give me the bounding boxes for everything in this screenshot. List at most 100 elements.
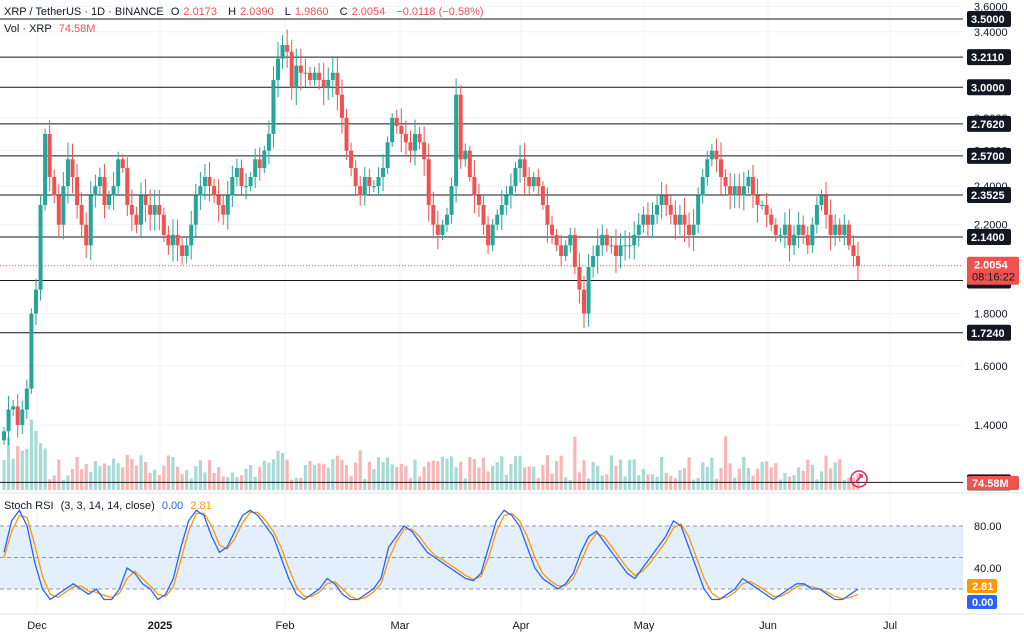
- ohlc-close: C 2.0054: [339, 6, 386, 18]
- volume-bar: [495, 462, 499, 490]
- rsi-tick-label: 40.00: [974, 563, 1002, 575]
- volume-bar: [43, 448, 47, 490]
- volume-bar: [678, 470, 682, 490]
- volume-bar: [518, 455, 522, 490]
- volume-bar: [395, 467, 399, 490]
- volume-bar: [317, 463, 321, 490]
- volume-bar: [354, 462, 358, 490]
- candle-body: [760, 205, 765, 207]
- candle-body: [161, 214, 166, 235]
- x-tick-label: Feb: [276, 620, 295, 632]
- candle-body: [641, 214, 646, 225]
- candle-body: [143, 195, 148, 206]
- volume-bar: [244, 468, 248, 490]
- candle-body: [824, 195, 829, 215]
- candle-body: [170, 234, 175, 246]
- candle-body: [157, 205, 162, 215]
- candle-body: [193, 195, 198, 225]
- candle-body: [212, 186, 217, 196]
- candle-body: [376, 177, 381, 187]
- volume-bar: [701, 462, 705, 490]
- volume-label[interactable]: Vol · XRP: [4, 23, 52, 35]
- volume-bar: [20, 450, 24, 490]
- volume-bar: [632, 459, 636, 490]
- candle-body: [56, 195, 61, 225]
- volume-bar: [404, 466, 408, 490]
- volume-bar: [417, 476, 422, 490]
- volume-bar: [349, 476, 353, 490]
- candle-body: [116, 159, 121, 187]
- candle-body: [6, 409, 11, 432]
- volume-bar: [299, 478, 303, 490]
- rocket-icon: [850, 470, 868, 488]
- rsi-k-line: [3, 509, 859, 601]
- candle-body: [289, 51, 294, 88]
- candle-body: [2, 431, 6, 441]
- volume-legend: Vol · XRP 74.58M: [4, 23, 99, 35]
- candle-body: [563, 245, 568, 257]
- candle-body: [234, 168, 239, 178]
- candle-body: [778, 234, 783, 236]
- candle-body: [184, 245, 189, 257]
- volume-bar: [207, 460, 212, 490]
- volume-bar: [591, 461, 595, 490]
- candle-body: [691, 224, 696, 235]
- candle-body: [787, 224, 792, 246]
- rsi-title[interactable]: Stoch RSI: [4, 500, 54, 512]
- candle-body: [97, 177, 102, 187]
- volume-bar: [737, 468, 741, 490]
- candle-body: [856, 256, 860, 266]
- candle-body: [650, 214, 655, 225]
- candle-body: [741, 186, 746, 196]
- candle-body: [673, 214, 678, 225]
- candle-body: [403, 133, 408, 143]
- level-price-tag: [967, 49, 1011, 66]
- symbol-title[interactable]: XRP / TetherUS · 1D · BINANCE: [4, 6, 164, 18]
- candle-body: [664, 195, 669, 206]
- candle-body: [298, 65, 303, 73]
- candle-body: [636, 224, 641, 235]
- candle-body: [655, 205, 660, 215]
- candle-body: [107, 195, 112, 206]
- volume-bar: [723, 436, 728, 490]
- candle-body: [125, 168, 130, 206]
- volume-bar: [372, 469, 376, 490]
- volume-bar: [322, 464, 326, 490]
- volume-bar: [386, 457, 390, 490]
- candle-body: [381, 168, 386, 178]
- x-tick-label: Dec: [27, 620, 47, 632]
- candle-body: [307, 72, 312, 80]
- volume-bar: [276, 450, 280, 490]
- volume-bar: [628, 459, 632, 490]
- candle-body: [568, 234, 573, 246]
- volume-bar: [139, 455, 143, 490]
- volume-bar: [828, 468, 833, 490]
- volume-bar: [568, 479, 572, 490]
- volume-bar: [399, 463, 403, 490]
- level-price-label: 2.1400: [971, 232, 1005, 244]
- candle-body: [476, 195, 481, 206]
- ohlc-low: L 1.9860: [284, 6, 329, 18]
- y-tick-label: 1.4000: [974, 420, 1008, 432]
- candle-body: [540, 186, 545, 206]
- volume-bar: [258, 466, 262, 490]
- candle-body: [728, 186, 733, 196]
- volume-bar: [742, 456, 746, 490]
- candle-body: [335, 72, 340, 95]
- volume-bar: [819, 471, 824, 490]
- candle-body: [52, 177, 57, 196]
- volume-bar: [230, 472, 234, 490]
- volume-bar: [358, 450, 362, 490]
- volume-bar: [162, 465, 166, 490]
- volume-bar: [143, 461, 148, 490]
- volume-bar: [655, 476, 659, 490]
- volume-bar: [344, 465, 349, 490]
- candle-body: [371, 186, 376, 188]
- candle-body: [458, 94, 463, 160]
- candle-body: [326, 79, 331, 88]
- volume-bar: [664, 473, 668, 490]
- candle-body: [467, 150, 472, 178]
- volume-bar: [847, 477, 851, 490]
